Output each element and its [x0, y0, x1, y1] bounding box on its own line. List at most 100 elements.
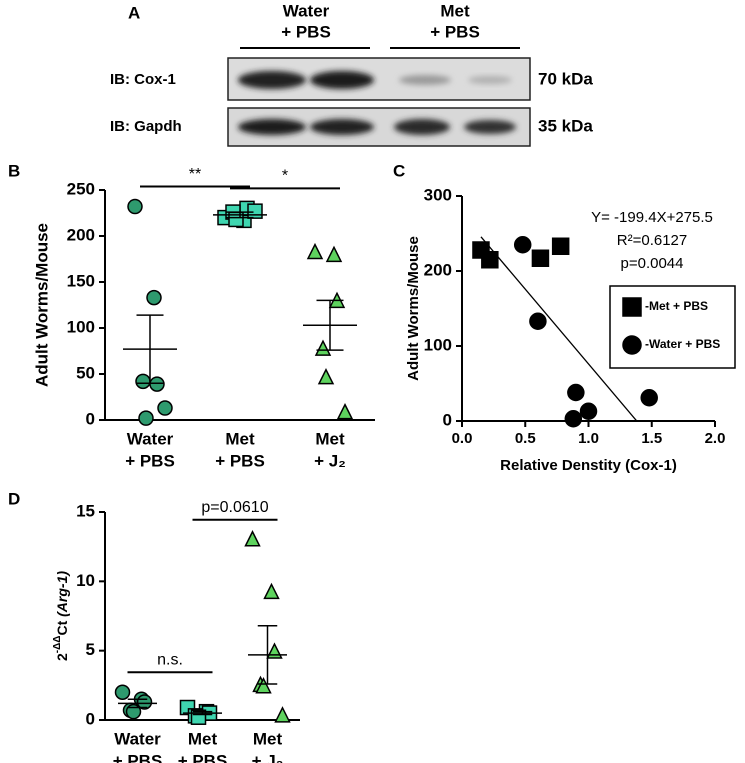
- y-tick-label: 5: [86, 640, 95, 659]
- x-tick-label: 0.5: [515, 430, 536, 447]
- point: [306, 242, 324, 260]
- band: [310, 119, 374, 135]
- y-tick-label: 10: [76, 571, 95, 590]
- label-part: -ΔΔ: [52, 636, 63, 654]
- point: [255, 677, 272, 694]
- point: [640, 389, 658, 407]
- y-tick-label: 300: [424, 185, 452, 204]
- band: [310, 71, 374, 89]
- y-tick-label: 0: [443, 410, 452, 429]
- x-tick-label: Met: [188, 729, 218, 748]
- label-part: Ct: [54, 617, 70, 636]
- x-tick-label: Met: [253, 729, 283, 748]
- panel-label: A: [128, 3, 140, 22]
- band: [399, 75, 451, 85]
- point: [127, 198, 143, 215]
- label-part: (Arg-1): [54, 571, 70, 617]
- comparison-label: n.s.: [157, 651, 183, 668]
- y-tick-label: 100: [67, 317, 95, 336]
- legend-label: -Water + PBS: [645, 337, 720, 351]
- y-tick-label: 200: [67, 225, 95, 244]
- panel-label: C: [393, 161, 405, 180]
- point: [531, 249, 550, 267]
- point: [138, 410, 154, 426]
- lane-label: Water: [283, 1, 330, 20]
- point: [325, 245, 343, 263]
- x-tick-label: + PBS: [113, 751, 163, 763]
- y-tick-label: 100: [424, 335, 452, 354]
- point: [135, 373, 151, 390]
- point: [244, 530, 261, 547]
- x-tick-label: + PBS: [125, 451, 175, 470]
- y-tick-label: 0: [86, 409, 95, 428]
- label-part: 2: [54, 653, 70, 661]
- annotation: R²=0.6127: [617, 232, 687, 249]
- x-tick-label: 1.0: [578, 430, 599, 447]
- point: [263, 582, 280, 600]
- point: [336, 402, 354, 420]
- panel-label: B: [8, 161, 20, 180]
- comparison-label: *: [282, 168, 288, 185]
- x-tick-label: Met: [225, 429, 255, 448]
- point: [622, 335, 642, 355]
- band: [468, 76, 512, 84]
- point: [114, 684, 131, 701]
- point: [266, 642, 283, 659]
- x-tick-label: 2.0: [705, 430, 726, 447]
- y-axis-label: Adult Worms/Mouse: [32, 223, 51, 387]
- band: [238, 119, 306, 135]
- x-tick-label: Water: [127, 429, 174, 448]
- legend-label: -Met + PBS: [645, 299, 708, 313]
- point: [567, 383, 585, 402]
- band: [238, 71, 306, 89]
- y-axis-label: 2-ΔΔCt (Arg-1): [52, 571, 70, 661]
- band: [394, 119, 450, 135]
- point: [146, 289, 162, 306]
- point: [529, 312, 547, 330]
- x-tick-label: Met: [315, 429, 345, 448]
- lane-label: + PBS: [430, 22, 480, 41]
- point: [564, 410, 583, 428]
- lane-label: Met: [440, 1, 470, 20]
- band: [464, 120, 516, 134]
- y-tick-label: 250: [67, 179, 95, 198]
- point: [157, 400, 173, 416]
- row-label: IB: Gapdh: [110, 118, 182, 135]
- x-tick-label: Water: [114, 729, 161, 748]
- panel-label: D: [8, 489, 20, 508]
- y-tick-label: 50: [76, 363, 95, 382]
- point: [481, 251, 499, 269]
- point: [317, 368, 335, 385]
- x-tick-label: 0.0: [452, 430, 473, 447]
- fit-line: [480, 236, 638, 422]
- x-tick-label: 1.5: [641, 430, 662, 447]
- point: [579, 402, 598, 420]
- y-tick-label: 0: [86, 709, 95, 728]
- comparison-label: **: [189, 166, 201, 183]
- y-axis-label: Adult Worms/Mouse: [405, 236, 422, 381]
- point: [551, 237, 570, 255]
- point: [274, 706, 291, 723]
- point: [314, 339, 332, 356]
- point: [247, 203, 263, 219]
- size-label: 70 kDa: [538, 69, 593, 88]
- blot-images: [227, 47, 531, 147]
- x-tick-label: + J₂: [252, 751, 284, 763]
- size-label: 35 kDa: [538, 116, 593, 135]
- x-axis-label: Relative Denstity (Cox-1): [500, 457, 677, 474]
- comparison-label: p=0.0610: [201, 499, 268, 516]
- y-tick-label: 15: [76, 501, 95, 520]
- point: [513, 236, 532, 254]
- lane-label: + PBS: [281, 22, 331, 41]
- x-tick-label: + PBS: [215, 451, 265, 470]
- point: [149, 376, 165, 392]
- y-tick-label: 150: [67, 271, 95, 290]
- annotation: Y= -199.4X+275.5: [591, 209, 713, 226]
- x-tick-label: + PBS: [178, 751, 228, 763]
- y-tick-label: 200: [424, 260, 452, 279]
- x-tick-label: + J₂: [314, 451, 346, 470]
- point: [622, 297, 642, 317]
- row-label: IB: Cox-1: [110, 71, 176, 88]
- annotation: p=0.0044: [621, 255, 684, 272]
